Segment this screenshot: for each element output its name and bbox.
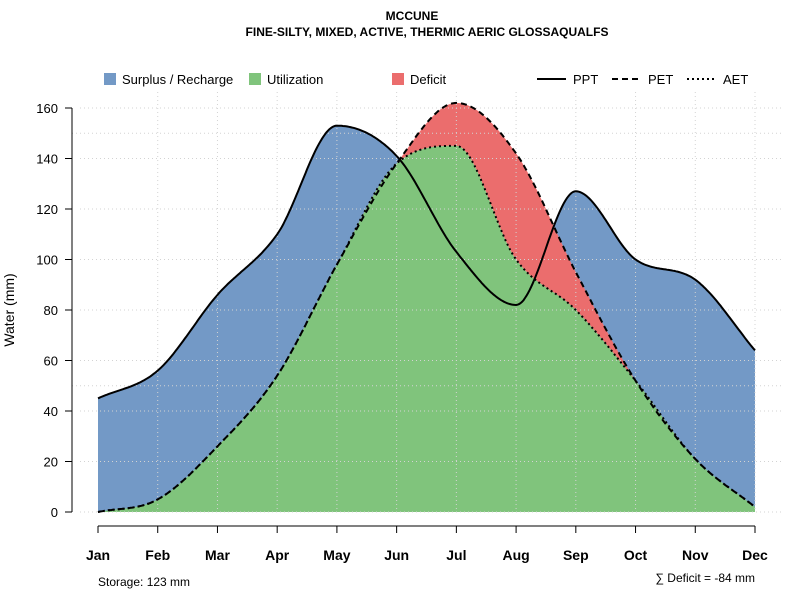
y-tick-label-120: 120 [36,202,58,217]
x-tick-label-sep: Sep [563,547,589,563]
legend-label-aet: AET [723,72,748,87]
axes: 0 20 40 60 80 100 120 140 160 Jan Feb Mar Apr May Jun J… [36,101,768,563]
legend-label-surplus: Surplus / Recharge [122,72,233,87]
x-tick-label-mar: Mar [205,547,230,563]
x-tick-label-dec: Dec [742,547,768,563]
x-tick-label-apr: Apr [265,547,290,563]
x-tick-label-may: May [323,547,350,563]
legend-label-deficit: Deficit [410,72,447,87]
y-tick-label-100: 100 [36,253,58,268]
y-tick-label-140: 140 [36,152,58,167]
storage-label: Storage: 123 mm [98,575,190,589]
legend-swatch-surplus [104,73,116,85]
legend: Surplus / Recharge Utilization Deficit P… [104,72,748,87]
x-tick-label-nov: Nov [682,547,709,563]
legend-swatch-utilization [249,73,261,85]
x-tick-label-oct: Oct [624,547,648,563]
y-tick-label-20: 20 [44,455,58,470]
deficit-total-label: ∑ Deficit = -84 mm [655,571,755,585]
aet-line [97,144,756,513]
x-tick-label-feb: Feb [145,547,170,563]
legend-label-pet: PET [648,72,673,87]
y-tick-label-40: 40 [44,404,58,419]
chart-title: MCCUNE [386,9,439,23]
y-tick-label-0: 0 [51,505,58,520]
x-tick-label-jun: Jun [384,547,409,563]
y-axis-label: Water (mm) [1,273,17,346]
pet-line [97,101,756,513]
legend-swatch-deficit [392,73,404,85]
x-tick-label-aug: Aug [502,547,529,563]
legend-label-utilization: Utilization [267,72,323,87]
legend-label-ppt: PPT [573,72,598,87]
plot-area [72,92,782,513]
utilization-area [98,145,755,512]
y-tick-label-160: 160 [36,101,58,116]
x-tick-label-jan: Jan [86,547,110,563]
y-tick-label-80: 80 [44,303,58,318]
y-tick-label-60: 60 [44,354,58,369]
chart-subtitle: FINE-SILTY, MIXED, ACTIVE, THERMIC AERIC… [246,25,609,39]
x-tick-label-jul: Jul [446,547,466,563]
ppt-line [97,124,756,400]
